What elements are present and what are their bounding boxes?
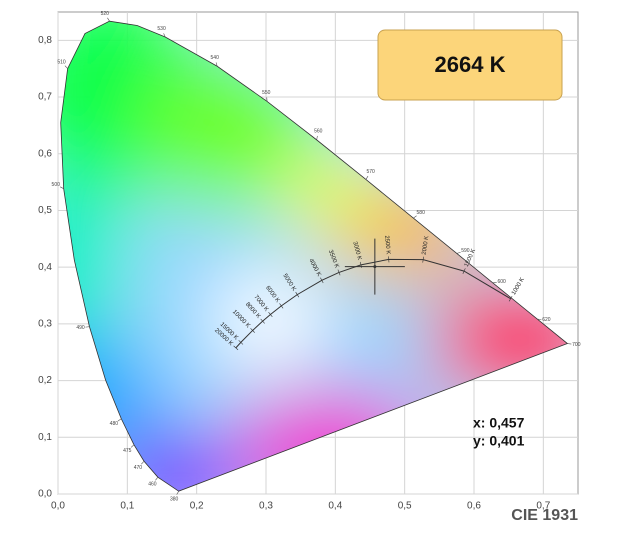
wavelength-label: 510	[57, 59, 66, 65]
x-tick-label: 0,6	[467, 501, 481, 512]
wavelength-label: 475	[123, 448, 132, 454]
x-coordinate: x: 0,457	[473, 415, 525, 431]
wavelength-label: 570	[366, 169, 375, 175]
cct-tick	[250, 328, 255, 333]
cct-tick	[320, 277, 324, 284]
wavelength-label: 480	[110, 421, 119, 427]
wavelength-tick	[215, 62, 218, 67]
wavelength-label: 500	[52, 182, 61, 188]
planckian-locus	[235, 258, 511, 349]
wavelength-tick	[567, 343, 572, 345]
cct-tick	[268, 311, 273, 317]
cct-tick	[279, 303, 284, 309]
cct-tick	[422, 256, 424, 263]
wavelength-label: 520	[101, 11, 110, 17]
y-tick-label: 0,4	[38, 262, 52, 273]
wavelength-tick	[413, 215, 417, 219]
y-tick-label: 0,0	[38, 489, 52, 500]
x-tick-label: 0,5	[398, 501, 412, 512]
wavelength-label: 700	[572, 342, 581, 348]
wavelength-label: 540	[211, 55, 220, 61]
wavelength-label: 550	[262, 90, 271, 96]
wavelength-label: 530	[157, 26, 166, 32]
cct-locus-label: 2500 K	[383, 235, 391, 254]
wavelength-label: 490	[76, 325, 85, 331]
wavelength-label: 620	[542, 317, 551, 323]
wavelength-tick	[117, 418, 122, 422]
wavelength-label: 470	[134, 465, 143, 471]
cct-tick	[337, 269, 341, 276]
wavelength-tick	[141, 461, 145, 465]
cct-locus-label: 3000 K	[351, 241, 362, 261]
y-tick-label: 0,5	[38, 205, 52, 216]
cct-badge	[377, 29, 563, 101]
y-tick-label: 0,6	[38, 148, 52, 159]
y-tick-label: 0,1	[38, 432, 52, 443]
wavelength-label: 560	[314, 128, 323, 134]
wavelength-tick	[163, 33, 166, 38]
cct-tick	[462, 268, 466, 274]
y-coordinate: y: 0,401	[473, 433, 525, 449]
cct-label: 2664 K	[435, 52, 506, 77]
cct-tick	[233, 345, 239, 351]
wavelength-label: 590	[461, 248, 470, 254]
y-tick-label: 0,2	[38, 375, 52, 386]
y-tick-label: 0,3	[38, 319, 52, 330]
cct-tick	[388, 256, 390, 263]
y-tick-label: 0,7	[38, 92, 52, 103]
x-tick-label: 0,2	[190, 501, 204, 512]
cct-locus-label: 2000 K	[422, 236, 431, 256]
wavelength-tick	[60, 186, 64, 189]
x-tick-label: 0,3	[259, 501, 273, 512]
x-tick-label: 0,1	[120, 501, 134, 512]
wavelength-tick	[316, 135, 318, 140]
wavelength-label: 460	[148, 482, 157, 488]
cct-tick	[508, 295, 513, 302]
wavelength-label: 580	[417, 210, 426, 216]
cct-tick	[295, 291, 300, 298]
wavelength-label: 600	[497, 279, 506, 285]
x-tick-label: 0,4	[328, 501, 342, 512]
cct-tick	[260, 318, 265, 324]
x-tick-label: 0,7	[536, 501, 550, 512]
wavelength-tick	[365, 175, 369, 180]
wavelength-tick	[130, 444, 135, 448]
y-tick-label: 0,8	[38, 35, 52, 46]
x-tick-label: 0,0	[51, 501, 65, 512]
wavelength-tick	[155, 476, 159, 481]
wavelength-label: 380	[170, 496, 179, 502]
cct-tick	[238, 340, 244, 345]
chart-title: CIE 1931	[511, 507, 578, 524]
wavelength-tick	[176, 491, 179, 495]
wavelength-tick	[107, 17, 110, 22]
measured-point	[373, 265, 377, 269]
wavelength-tick	[456, 251, 461, 254]
wavelength-tick	[64, 65, 68, 69]
